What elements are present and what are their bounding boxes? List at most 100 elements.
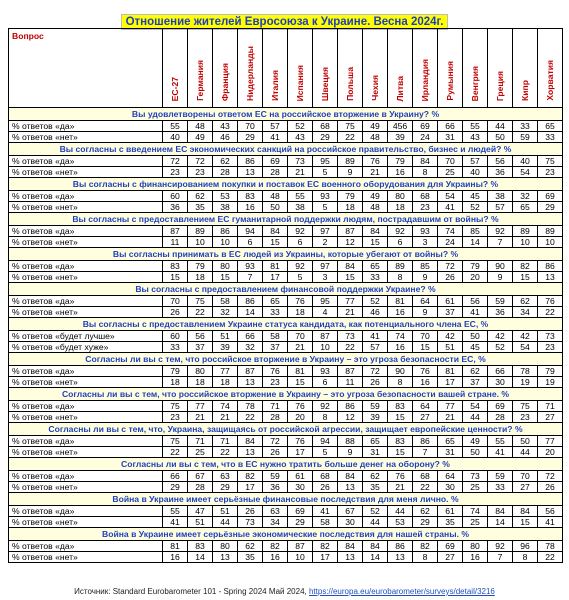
value-cell: 65 <box>437 435 463 447</box>
value-cell: 13 <box>212 551 238 563</box>
column-header: Венгрия <box>462 28 488 108</box>
value-cell: 70 <box>512 470 538 482</box>
value-cell: 79 <box>462 260 488 272</box>
value-cell: 49 <box>462 435 488 447</box>
value-cell: 44 <box>212 516 238 528</box>
value-cell: 29 <box>212 481 238 493</box>
value-cell: 45 <box>462 190 488 202</box>
value-cell: 23 <box>162 411 188 423</box>
value-cell: 54 <box>512 341 538 353</box>
column-header-label: Кипр <box>520 80 530 101</box>
value-cell: 67 <box>187 470 213 482</box>
column-header-label: Венгрия <box>470 65 480 101</box>
value-cell: 75 <box>537 155 563 167</box>
value-cell: 41 <box>537 516 563 528</box>
value-cell: 81 <box>437 365 463 377</box>
column-header-label: ЕС-27 <box>170 76 180 101</box>
value-cell: 59 <box>487 470 513 482</box>
value-cell: 54 <box>437 190 463 202</box>
column-header: ЕС-27 <box>162 28 188 108</box>
value-cell: 76 <box>287 400 313 412</box>
value-cell: 18 <box>337 201 363 213</box>
row-label: % ответов «да» <box>8 540 163 552</box>
row-label: % ответов «нет» <box>8 551 163 563</box>
value-cell: 17 <box>287 446 313 458</box>
value-cell: 10 <box>537 236 563 248</box>
value-cell: 41 <box>162 516 188 528</box>
value-cell: 94 <box>312 435 338 447</box>
value-cell: 11 <box>162 236 188 248</box>
table-row: % ответов «да» 70 75 58 86 65 76 95 77 52 81 64 61 56… <box>8 295 563 307</box>
value-cell: 23 <box>537 166 563 178</box>
value-cell: 44 <box>362 516 388 528</box>
source-text: Источник: Standard Eurobarometer 101 - S… <box>74 587 307 596</box>
value-cell: 13 <box>387 551 413 563</box>
table-row: % ответов «да» 55 47 51 26 63 69 41 67 52 44 62 61 74… <box>8 505 563 517</box>
question-row: Согласны ли вы с тем, что в ЕС нужно тра… <box>8 457 563 471</box>
value-cell: 89 <box>537 225 563 237</box>
value-cell: 86 <box>212 225 238 237</box>
value-cell: 83 <box>387 400 413 412</box>
value-cell: 44 <box>387 505 413 517</box>
value-cell: 94 <box>237 225 263 237</box>
value-cell: 93 <box>312 365 338 377</box>
value-cell: 88 <box>337 435 363 447</box>
value-cell: 65 <box>537 120 563 132</box>
value-cell: 62 <box>237 540 263 552</box>
value-cell: 14 <box>362 551 388 563</box>
table-row: % ответов «нет» 15 18 15 7 17 5 3 15 33 8 9 26 20 9 15 1… <box>8 271 563 283</box>
value-cell: 87 <box>162 225 188 237</box>
value-cell: 18 <box>187 271 213 283</box>
value-cell: 65 <box>362 260 388 272</box>
value-cell: 62 <box>187 190 213 202</box>
value-cell: 46 <box>362 306 388 318</box>
column-header: Швеция <box>312 28 338 108</box>
table-row: % ответов «будет лучше» 60 56 51 66 58 70 87 73 4… <box>8 330 563 342</box>
value-cell: 69 <box>412 120 438 132</box>
value-cell: 4 <box>312 306 338 318</box>
value-cell: 93 <box>237 260 263 272</box>
value-cell: 31 <box>437 446 463 458</box>
value-cell: 33 <box>362 271 388 283</box>
value-cell: 43 <box>462 131 488 143</box>
value-cell: 8 <box>387 376 413 388</box>
question-row: Война в Украине имеет серьёзные экономич… <box>8 527 563 541</box>
value-cell: 10 <box>312 341 338 353</box>
value-cell: 33 <box>512 120 538 132</box>
value-cell: 68 <box>312 120 338 132</box>
value-cell: 19 <box>537 376 563 388</box>
value-cell: 15 <box>287 376 313 388</box>
column-header: Румыния <box>437 28 463 108</box>
value-cell: 16 <box>162 551 188 563</box>
value-cell: 82 <box>237 470 263 482</box>
value-cell: 90 <box>387 365 413 377</box>
value-cell: 95 <box>312 295 338 307</box>
question-text: Вы согласны с финансированием покупки и … <box>8 177 563 191</box>
table-row: % ответов «нет» 40 49 46 29 41 43 29 22 48 39 24 31 4… <box>8 131 563 143</box>
value-cell: 80 <box>387 190 413 202</box>
value-cell: 9 <box>412 271 438 283</box>
row-label: % ответов «да» <box>8 435 163 447</box>
value-cell: 13 <box>337 551 363 563</box>
value-cell: 6 <box>312 376 338 388</box>
source-link[interactable]: https://europa.eu/eurobarometer/surveys/… <box>308 587 495 596</box>
column-header-label: Чехия <box>370 75 380 101</box>
value-cell: 71 <box>187 435 213 447</box>
value-cell: 57 <box>362 341 388 353</box>
value-cell: 72 <box>262 435 288 447</box>
table-row: % ответов «да» 75 71 71 84 72 76 94 88 65 83 86 65 49… <box>8 435 563 447</box>
question-text: Согласны ли вы с тем, что, Украина, защи… <box>8 422 563 436</box>
value-cell: 46 <box>212 131 238 143</box>
value-cell: 21 <box>187 411 213 423</box>
value-cell: 54 <box>462 400 488 412</box>
value-cell: 49 <box>362 120 388 132</box>
column-header: Германия <box>187 28 213 108</box>
value-cell: 15 <box>387 411 413 423</box>
value-cell: 89 <box>337 155 363 167</box>
value-cell: 84 <box>337 540 363 552</box>
value-cell: 93 <box>312 190 338 202</box>
table-row: % ответов «нет» 22 25 22 13 26 17 5 9 31 15 7 31 50 41… <box>8 446 563 458</box>
value-cell: 35 <box>362 481 388 493</box>
row-label: % ответов «нет» <box>8 131 163 143</box>
value-cell: 50 <box>487 131 513 143</box>
